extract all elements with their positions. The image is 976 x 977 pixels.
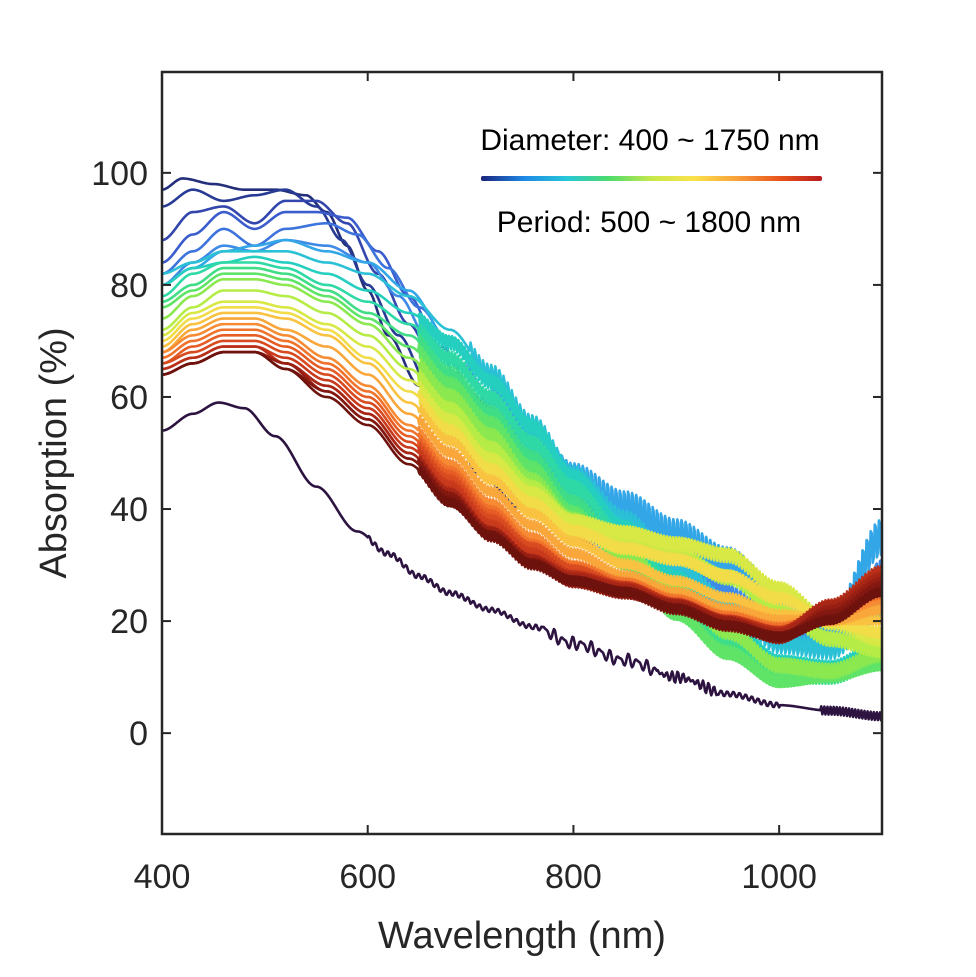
legend: Diameter: 400 ~ 1750 nm Period: 500 ~ 18… — [480, 124, 822, 239]
series-line-d1050 — [162, 289, 882, 659]
series-line-d1750 — [162, 350, 882, 643]
series-layer — [162, 177, 882, 722]
y-tick-label: 80 — [110, 267, 148, 305]
legend-diameter-text: Diameter: 400 ~ 1750 nm — [480, 124, 819, 157]
ticks-layer: 400 600 800 1000 0 20 40 60 80 100 — [91, 72, 882, 896]
x-tick-label: 400 — [134, 858, 191, 896]
y-axis-label: Absorption (%) — [33, 327, 75, 578]
y-tick-label: 40 — [110, 491, 148, 529]
y-tick-label: 0 — [129, 715, 148, 753]
plot-frame — [160, 70, 884, 836]
series-line-d1150 — [162, 306, 882, 640]
series-line-reference — [162, 401, 882, 722]
x-tick-label: 600 — [339, 858, 396, 896]
series-line-d1100 — [162, 300, 882, 648]
y-tick-label: 60 — [110, 379, 148, 417]
legend-period-text: Period: 500 ~ 1800 nm — [497, 206, 801, 239]
legend-colorbar — [481, 176, 822, 181]
y-tick-label: 100 — [91, 155, 148, 193]
x-axis-label: Wavelength (nm) — [378, 915, 666, 957]
x-tick-label: 800 — [545, 858, 602, 896]
y-tick-label: 20 — [110, 603, 148, 641]
x-tick-label: 1000 — [741, 858, 817, 896]
